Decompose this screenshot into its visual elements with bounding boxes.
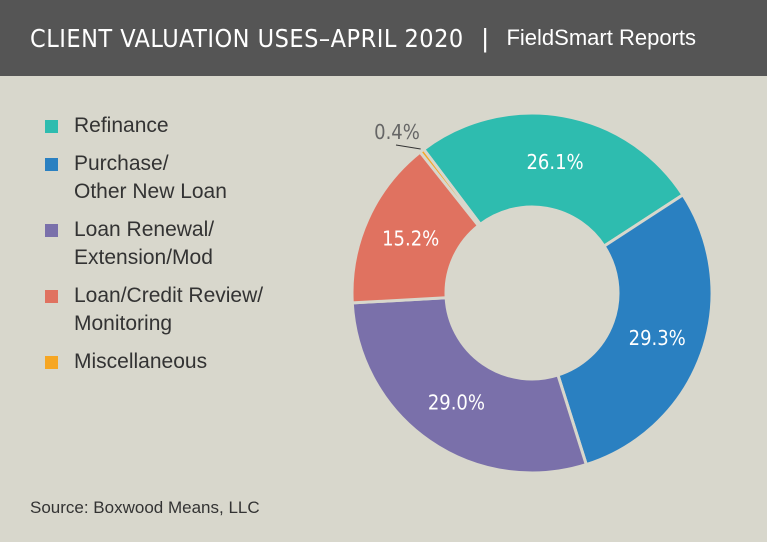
legend-swatch	[45, 356, 58, 369]
legend-item-renewal: Loan Renewal/ Extension/Mod	[45, 216, 263, 272]
header: CLIENT VALUATION USES–APRIL 2020 | Field…	[0, 0, 767, 76]
chart-title: CLIENT VALUATION USES–APRIL 2020	[30, 23, 464, 53]
data-label-renewal: 29.0%	[428, 390, 485, 414]
data-label-review: 15.2%	[382, 226, 439, 250]
title-separator: |	[481, 22, 489, 53]
legend-swatch	[45, 120, 58, 133]
data-label-purchase: 29.3%	[629, 326, 686, 350]
brand-name: FieldSmart Reports	[506, 25, 696, 50]
source-note: Source: Boxwood Means, LLC	[30, 498, 260, 517]
legend: Refinance Purchase/ Other New Loan Loan …	[45, 112, 263, 386]
legend-swatch	[45, 290, 58, 303]
slice-review	[350, 149, 481, 305]
legend-swatch	[45, 158, 58, 171]
legend-item-refinance: Refinance	[45, 112, 263, 140]
leader-line	[395, 144, 421, 150]
legend-label: Miscellaneous	[74, 350, 208, 373]
legend-item-review: Loan/Credit Review/ Monitoring	[45, 282, 263, 338]
slice-purchase	[556, 192, 714, 467]
legend-label: Loan/Credit Review/ Monitoring	[74, 284, 264, 335]
legend-label: Purchase/ Other New Loan	[74, 152, 227, 203]
data-label-refinance: 26.1%	[526, 150, 583, 174]
legend-label: Refinance	[74, 114, 169, 137]
slice-refinance	[421, 111, 685, 249]
legend-item-misc: Miscellaneous	[45, 348, 263, 376]
slice-misc	[417, 147, 483, 228]
legend-swatch	[45, 224, 58, 237]
legend-item-purchase: Purchase/ Other New Loan	[45, 150, 263, 206]
slice-renewal	[350, 296, 589, 475]
data-label-misc: 0.4%	[374, 120, 420, 144]
legend-label: Loan Renewal/ Extension/Mod	[74, 218, 215, 269]
